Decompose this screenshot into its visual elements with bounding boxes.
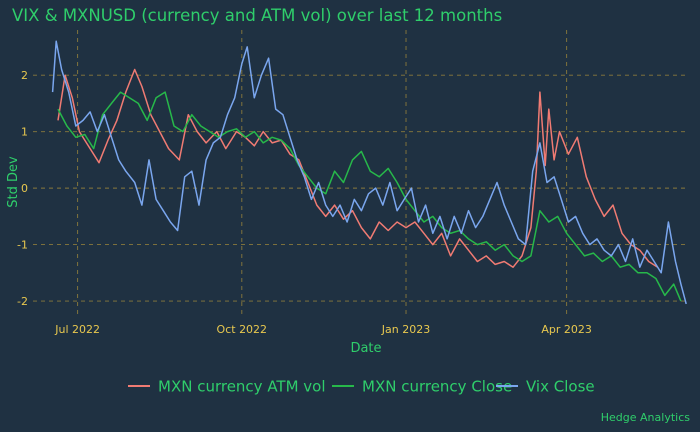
series-line-2 [51, 40, 687, 305]
chart-title: VIX & MXNUSD (currency and ATM vol) over… [12, 6, 502, 25]
legend-label-0: MXN currency ATM vol [158, 378, 326, 396]
y-tick-label: -1 [17, 239, 28, 252]
x-tick-label: Jul 2022 [54, 323, 100, 336]
x-axis-label: Date [350, 341, 381, 356]
y-tick-label: 2 [21, 69, 28, 82]
legend: MXN currency ATM vol MXN currency Close Vi… [128, 378, 595, 396]
x-tick-label: Oct 2022 [217, 323, 268, 336]
y-tick-labels: -2 -1 0 1 2 [17, 69, 28, 308]
x-tick-label: Jan 2023 [381, 323, 430, 336]
y-axis-label: Std Dev [6, 156, 21, 208]
grid [33, 30, 688, 318]
y-tick-label: 0 [21, 182, 28, 195]
caption: Hedge Analytics [601, 411, 690, 424]
series-lines [51, 40, 687, 305]
x-tick-label: Apr 2023 [541, 323, 592, 336]
y-tick-label: -2 [17, 295, 28, 308]
legend-label-2: Vix Close [526, 378, 595, 396]
x-tick-labels: Jul 2022 Oct 2022 Jan 2023 Apr 2023 [54, 323, 592, 336]
legend-label-1: MXN currency Close [362, 378, 512, 396]
series-line-0 [57, 68, 659, 268]
series-line-1 [57, 91, 682, 302]
y-tick-label: 1 [21, 126, 28, 139]
